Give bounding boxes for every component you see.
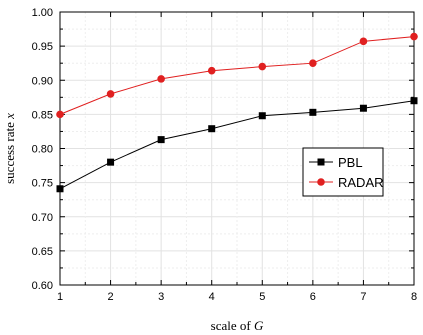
- legend: PBL RADAR: [302, 147, 384, 197]
- data-point-pbl: [56, 185, 64, 193]
- x-tick-label: 4: [209, 291, 215, 303]
- x-tick-label: 8: [411, 291, 417, 303]
- legend-label-pbl: PBL: [338, 155, 363, 170]
- data-point-pbl: [309, 108, 317, 116]
- data-point-radar: [359, 37, 368, 46]
- y-axis-title-text: success rate: [2, 119, 17, 184]
- x-tick-label: 2: [108, 291, 114, 303]
- x-tick-label: 3: [158, 291, 164, 303]
- y-tick-label: 0.65: [32, 246, 53, 258]
- data-point-radar: [157, 75, 165, 83]
- data-point-radar: [106, 90, 115, 98]
- x-axis-title: scale of G: [211, 318, 264, 333]
- legend-marker-pbl: [317, 158, 325, 166]
- series-line-pbl: [59, 100, 415, 190]
- y-tick-label: 0.85: [32, 109, 53, 121]
- data-point-pbl: [410, 97, 418, 105]
- x-tick-label: 5: [259, 291, 265, 303]
- x-tick-label: 6: [310, 291, 316, 303]
- data-point-radar: [207, 66, 216, 75]
- x-axis-ticks: 1 2 3 4 5 6 7 8: [57, 12, 417, 303]
- x-tick-label: 1: [57, 291, 63, 303]
- y-tick-label: 0.90: [32, 75, 53, 87]
- series-line-radar: [59, 36, 415, 115]
- legend-box: [302, 147, 384, 197]
- x-tick-label: 7: [360, 291, 366, 303]
- y-axis-ticks: 0.60 0.65 0.70 0.75 0.80 0.85 0.90 0.95 1.00: [32, 7, 414, 292]
- legend-label-radar: RADAR: [338, 175, 384, 190]
- y-axis-title: success rate x: [2, 113, 17, 184]
- y-tick-label: 0.95: [32, 41, 53, 53]
- y-tick-label: 1.00: [32, 7, 53, 19]
- data-point-radar: [410, 32, 418, 41]
- x-axis-title-variable: G: [254, 318, 264, 333]
- y-tick-label: 0.70: [32, 212, 53, 224]
- x-axis-title-text: scale of: [211, 318, 254, 333]
- legend-marker-radar: [317, 178, 325, 186]
- data-point-pbl: [258, 112, 266, 120]
- data-point-radar: [309, 59, 317, 67]
- data-point-pbl: [208, 125, 216, 133]
- data-point-radar: [56, 110, 64, 119]
- data-point-pbl: [157, 136, 165, 144]
- y-axis-title-variable: x: [2, 113, 17, 120]
- series-group: [56, 32, 418, 193]
- y-tick-label: 0.60: [32, 280, 53, 292]
- data-point-pbl: [107, 158, 115, 166]
- y-tick-label: 0.80: [32, 144, 53, 156]
- data-point-radar: [258, 62, 267, 71]
- y-tick-label: 0.75: [32, 178, 53, 190]
- data-point-pbl: [359, 104, 367, 112]
